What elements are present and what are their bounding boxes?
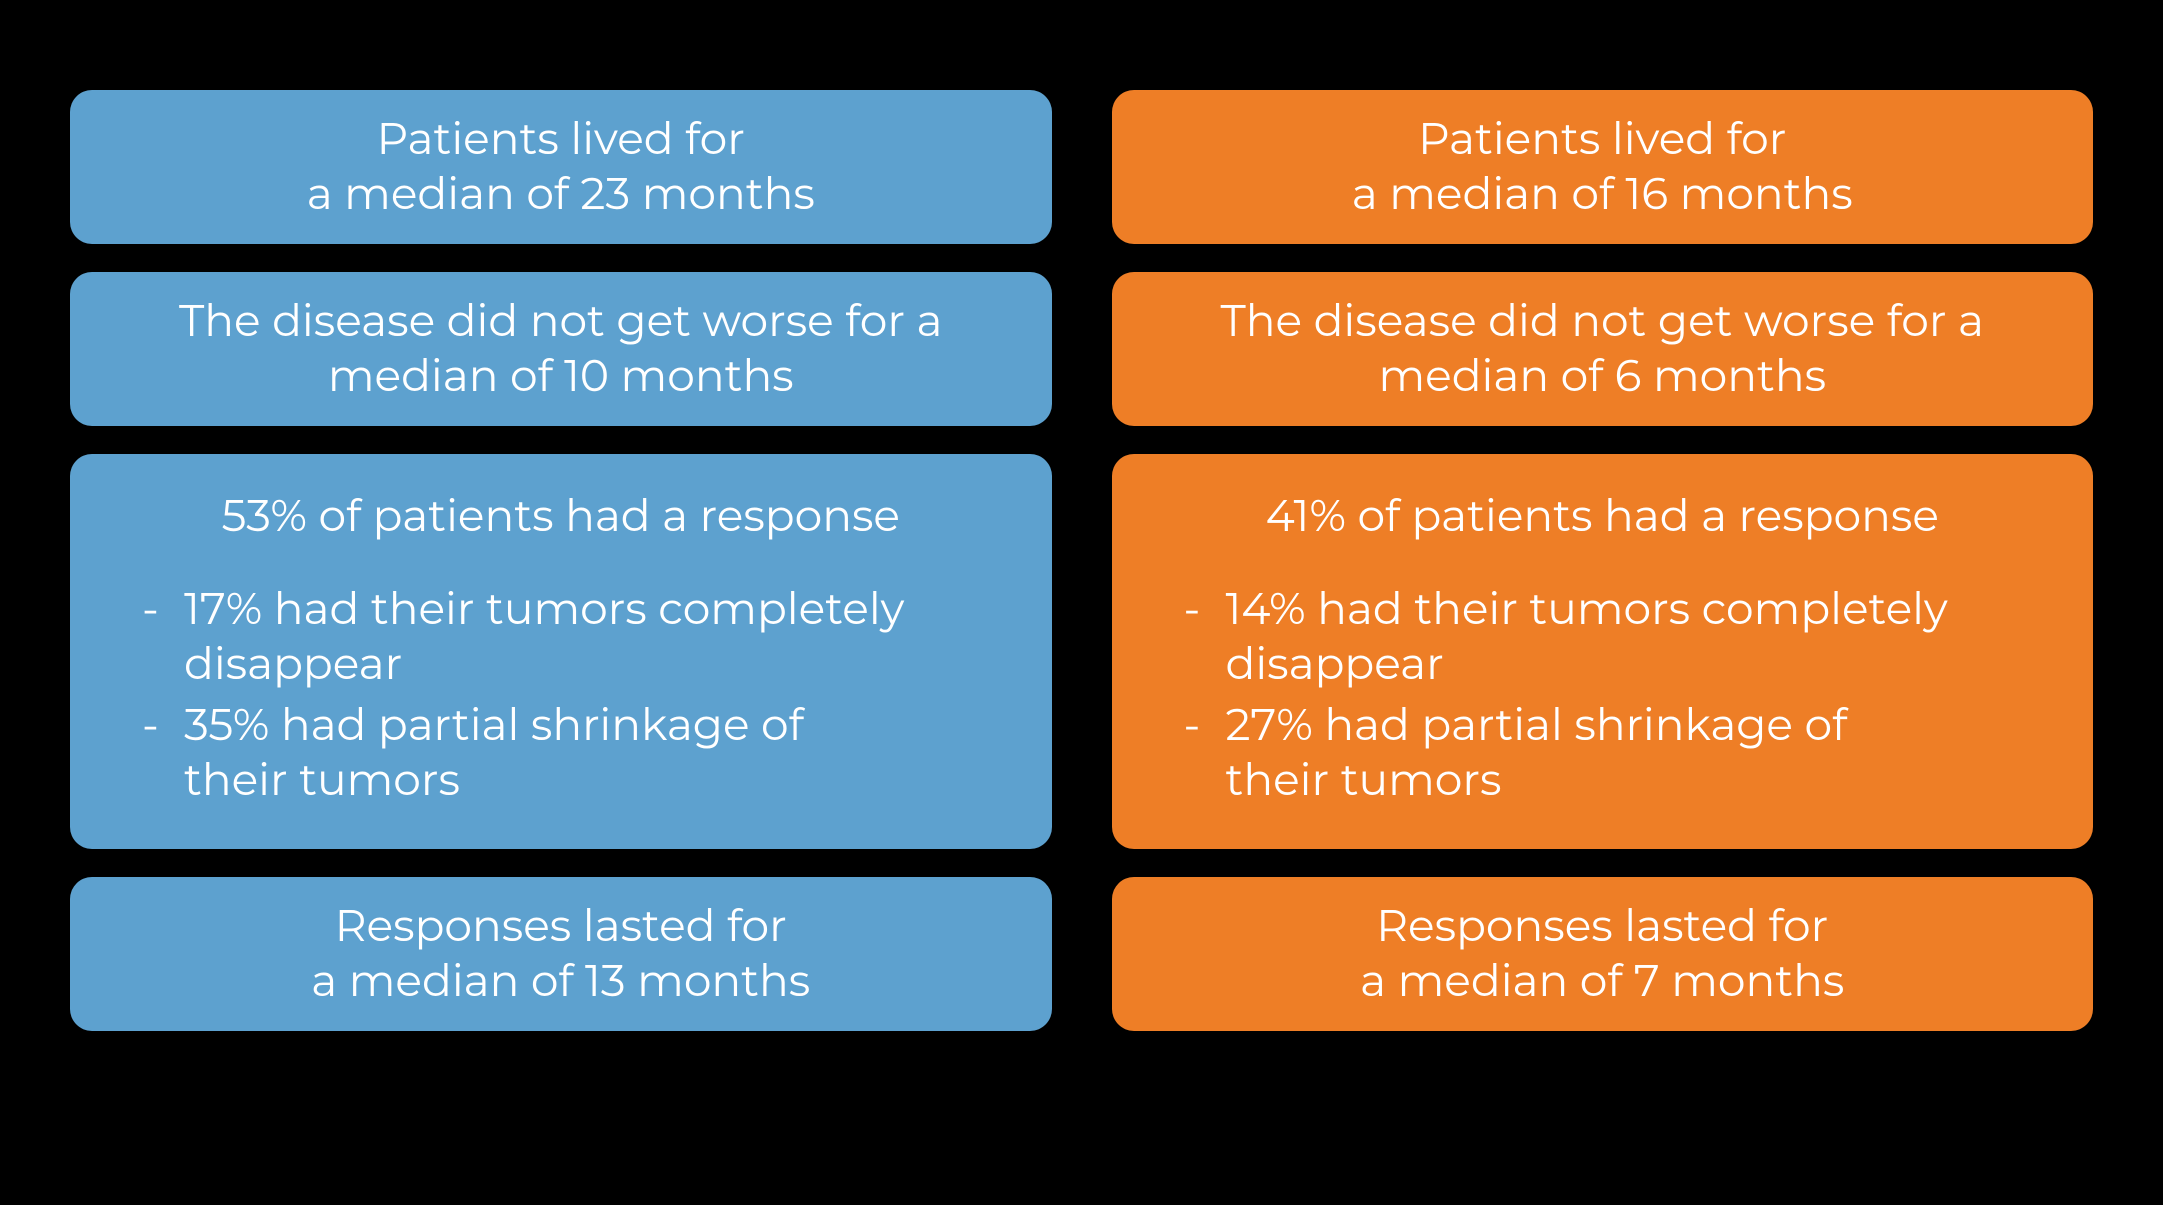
text-line: Patients lived for <box>377 112 745 167</box>
text-line: The disease did not get worse for a <box>1220 294 1984 349</box>
response-bullets: 17% had their tumors completely disappea… <box>130 582 992 814</box>
text-line: 14% had their tumors completely <box>1226 582 1948 636</box>
text-line: Patients lived for <box>1418 112 1786 167</box>
text-line: a median of 7 months <box>1360 954 1844 1009</box>
text-line: a median of 23 months <box>307 167 815 222</box>
response-headline: 41% of patients had a response <box>1172 489 2034 544</box>
text-line: a median of 13 months <box>311 954 810 1009</box>
text-line: median of 10 months <box>328 349 794 404</box>
text-line: The disease did not get worse for a <box>179 294 943 349</box>
text-line: median of 6 months <box>1378 349 1826 404</box>
text-line: Responses lasted for <box>335 899 787 954</box>
text-line: Responses lasted for <box>1376 899 1828 954</box>
text-line: their tumors <box>184 753 460 807</box>
card-survival-right: Patients lived for a median of 16 months <box>1112 90 2094 244</box>
card-response-left: 53% of patients had a response 17% had t… <box>70 454 1052 849</box>
bullet-item: 35% had partial shrinkage of their tumor… <box>136 698 986 808</box>
text-line: a median of 16 months <box>1352 167 1853 222</box>
bullet-item: 17% had their tumors completely disappea… <box>136 582 986 692</box>
response-bullets: 14% had their tumors completely disappea… <box>1172 582 2034 814</box>
card-duration-right: Responses lasted for a median of 7 month… <box>1112 877 2094 1031</box>
response-headline: 53% of patients had a response <box>130 489 992 544</box>
text-line: 27% had partial shrinkage of <box>1226 698 1848 752</box>
text-line: 35% had partial shrinkage of <box>184 698 804 752</box>
text-line: 17% had their tumors completely <box>184 582 904 636</box>
comparison-grid: Patients lived for a median of 23 months… <box>0 0 2163 1205</box>
card-survival-left: Patients lived for a median of 23 months <box>70 90 1052 244</box>
text-line: disappear <box>1226 637 1444 691</box>
card-progression-left: The disease did not get worse for a medi… <box>70 272 1052 426</box>
card-duration-left: Responses lasted for a median of 13 mont… <box>70 877 1052 1031</box>
text-line: their tumors <box>1226 753 1502 807</box>
bullet-item: 14% had their tumors completely disappea… <box>1178 582 2028 692</box>
text-line: disappear <box>184 637 402 691</box>
card-progression-right: The disease did not get worse for a medi… <box>1112 272 2094 426</box>
bullet-item: 27% had partial shrinkage of their tumor… <box>1178 698 2028 808</box>
card-response-right: 41% of patients had a response 14% had t… <box>1112 454 2094 849</box>
